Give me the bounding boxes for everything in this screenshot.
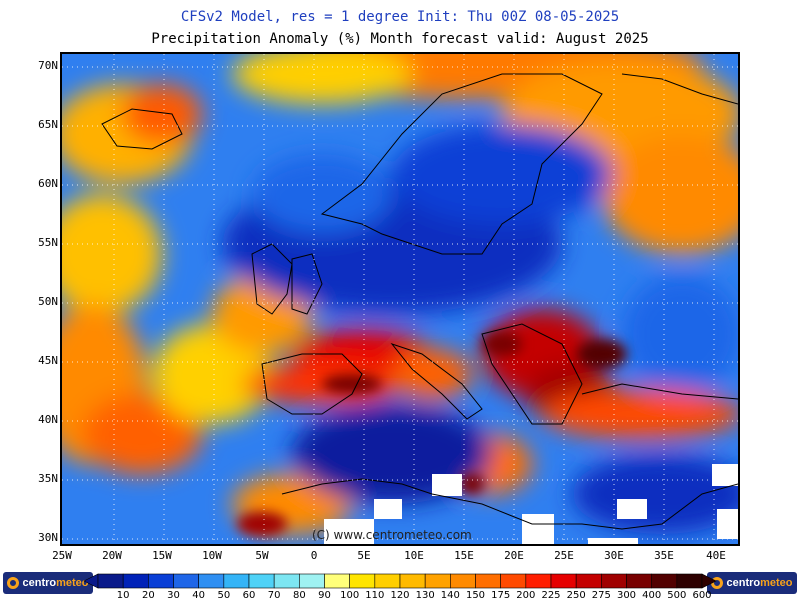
legend-tick-label: 120 — [390, 590, 410, 601]
lon-label-20e: 20E — [504, 549, 524, 562]
legend-tick-label: 250 — [566, 590, 586, 601]
legend-cell — [550, 573, 577, 589]
logo-brand-text: centro — [726, 577, 761, 589]
legend-cell — [601, 573, 627, 589]
legend-tick-label: 175 — [491, 590, 511, 601]
lon-label-15w: 15W — [152, 549, 172, 562]
logo-ring-icon — [7, 577, 20, 589]
lat-label-65n: 65N — [38, 118, 58, 131]
lat-label-45n: 45N — [38, 354, 58, 367]
lon-label-10w: 10W — [202, 549, 222, 562]
legend-cell — [575, 573, 602, 589]
legend-tick-label: 300 — [616, 590, 637, 601]
legend-tick-label: 275 — [591, 590, 611, 601]
legend-tick-label: 70 — [267, 590, 281, 601]
legend-cell — [424, 573, 451, 589]
legend-cell — [450, 573, 476, 589]
color-legend — [83, 573, 717, 589]
legend-cell — [475, 573, 501, 589]
logo-accent-text: meteo — [56, 577, 89, 589]
legend-cell — [349, 573, 376, 589]
legend-tick-label: 400 — [642, 590, 662, 601]
lat-label-30n: 30N — [38, 531, 58, 544]
lon-label-25e: 25E — [554, 549, 574, 562]
legend-tick-label: 110 — [365, 590, 385, 601]
copyright-text: (C) www.centrometeo.com — [312, 528, 472, 542]
legend-tick-label: 30 — [167, 590, 180, 601]
centrometeo-logo-right: centro meteo — [707, 572, 797, 594]
legend-cell — [122, 573, 149, 589]
lon-label-5w: 5W — [255, 549, 269, 562]
lon-label-40e: 40E — [706, 549, 726, 562]
lon-label-0: 0 — [310, 549, 318, 562]
legend-tick-label: 600 — [692, 590, 712, 601]
lon-label-20w: 20W — [102, 549, 122, 562]
lon-label-10e: 10E — [404, 549, 424, 562]
legend-tick-label: 200 — [516, 590, 536, 601]
precipitation-anomaly-map — [60, 52, 740, 546]
legend-cell — [324, 573, 350, 589]
legend-cell — [374, 573, 401, 589]
map-canvas — [62, 54, 738, 544]
anomaly-field — [62, 54, 738, 534]
legend-cell — [500, 573, 527, 589]
legend-cell — [248, 573, 275, 589]
legend-tick-label: 10 — [116, 590, 130, 601]
coastlines — [101, 73, 738, 530]
legend-cell — [525, 573, 552, 589]
legend-tick-label: 150 — [465, 590, 486, 601]
legend-tick-label: 100 — [340, 590, 360, 601]
legend-cell — [198, 573, 225, 589]
legend-tick-label: 140 — [440, 590, 460, 601]
lat-label-70n: 70N — [38, 59, 58, 72]
legend-tick-label: 90 — [318, 590, 331, 601]
centrometeo-logo-left: centro meteo — [3, 572, 93, 594]
legend-cell — [148, 573, 174, 589]
legend-tick-label: 80 — [292, 590, 306, 601]
legend-cell — [676, 573, 703, 589]
legend-cell — [173, 573, 199, 589]
map-title: CFSv2 Model, res = 1 degree Init: Thu 00… — [180, 9, 620, 25]
legend-tick-label: 500 — [667, 590, 687, 601]
legend-tick-label: 130 — [415, 590, 435, 601]
legend-tick-label: 225 — [541, 590, 561, 601]
graticule — [62, 54, 738, 544]
logo-ring-icon — [711, 577, 724, 589]
legend-tick-label: 60 — [242, 590, 256, 601]
lon-label-35e: 35E — [654, 549, 674, 562]
legend-cell — [626, 573, 652, 589]
legend-arrow-low — [83, 573, 99, 589]
lon-label-5e: 5E — [357, 549, 371, 562]
lat-label-60n: 60N — [38, 177, 58, 190]
map-subtitle: Precipitation Anomaly (%) Month forecast… — [151, 31, 649, 47]
lat-label-50n: 50N — [38, 295, 58, 308]
lat-label-35n: 35N — [38, 472, 58, 485]
legend-cell — [97, 573, 124, 589]
lon-label-15e: 15E — [454, 549, 474, 562]
legend-cell — [273, 573, 300, 589]
legend-cell — [399, 573, 426, 589]
legend-tick-label: 50 — [217, 590, 231, 601]
legend-cell — [651, 573, 678, 589]
lon-label-30e: 30E — [604, 549, 624, 562]
logo-brand-text: centro — [22, 577, 57, 589]
lon-label-25w: 25W — [52, 549, 72, 562]
lat-label-55n: 55N — [38, 236, 58, 249]
logo-accent-text: meteo — [760, 577, 793, 589]
legend-cell — [299, 573, 325, 589]
legend-cell — [223, 573, 250, 589]
lat-label-40n: 40N — [38, 413, 58, 426]
legend-tick-label: 40 — [192, 590, 206, 601]
legend-arrow-high — [701, 573, 717, 589]
legend-tick-label: 20 — [141, 590, 155, 601]
